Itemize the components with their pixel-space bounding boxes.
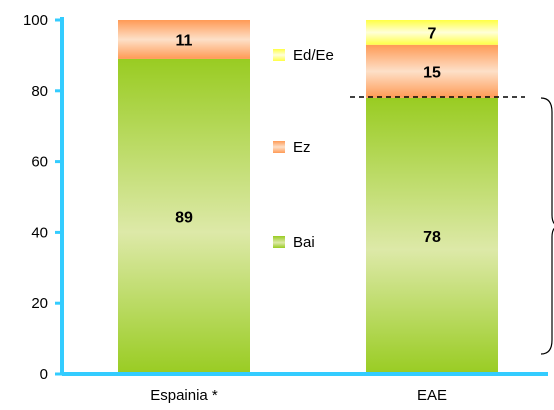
axes-layer: 0 20 40 60 80 100 Espainia * EAE bbox=[23, 12, 548, 404]
bar-segment-bai-1 bbox=[366, 97, 498, 374]
x-category-label: Espainia * bbox=[150, 387, 218, 404]
y-tick-label: 0 bbox=[40, 366, 48, 383]
bar-value-label: 15 bbox=[423, 64, 441, 81]
legend-swatch-ez bbox=[273, 141, 285, 153]
bar-segment-ed-ee-1 bbox=[366, 20, 498, 45]
bar-segment-ez-1 bbox=[366, 44, 498, 98]
legend: Ed/Ee Ez Bai bbox=[273, 47, 334, 251]
legend-label: Bai bbox=[293, 234, 315, 251]
y-tick-label: 40 bbox=[31, 224, 48, 241]
legend-swatch-ed-ee bbox=[273, 49, 285, 61]
bar-value-label: 78 bbox=[423, 229, 441, 246]
legend-label: Ed/Ee bbox=[293, 47, 334, 64]
bar-segment-bai-0 bbox=[118, 58, 250, 374]
bar-value-label: 7 bbox=[428, 25, 437, 42]
eae-brace bbox=[540, 97, 554, 355]
y-tick-label: 60 bbox=[31, 154, 48, 171]
bar-value-label: 11 bbox=[176, 32, 193, 49]
y-tick-label: 20 bbox=[31, 295, 48, 312]
legend-label: Ez bbox=[293, 139, 311, 156]
bar-segment-ez-0 bbox=[118, 20, 250, 59]
x-category-label: EAE bbox=[417, 387, 447, 404]
legend-swatch-bai bbox=[273, 236, 285, 248]
y-tick-label: 80 bbox=[31, 83, 48, 100]
bars-layer: 89 11 78 15 7 bbox=[118, 20, 498, 374]
y-tick-label: 100 bbox=[23, 12, 48, 29]
bar-value-label: 89 bbox=[175, 209, 193, 226]
